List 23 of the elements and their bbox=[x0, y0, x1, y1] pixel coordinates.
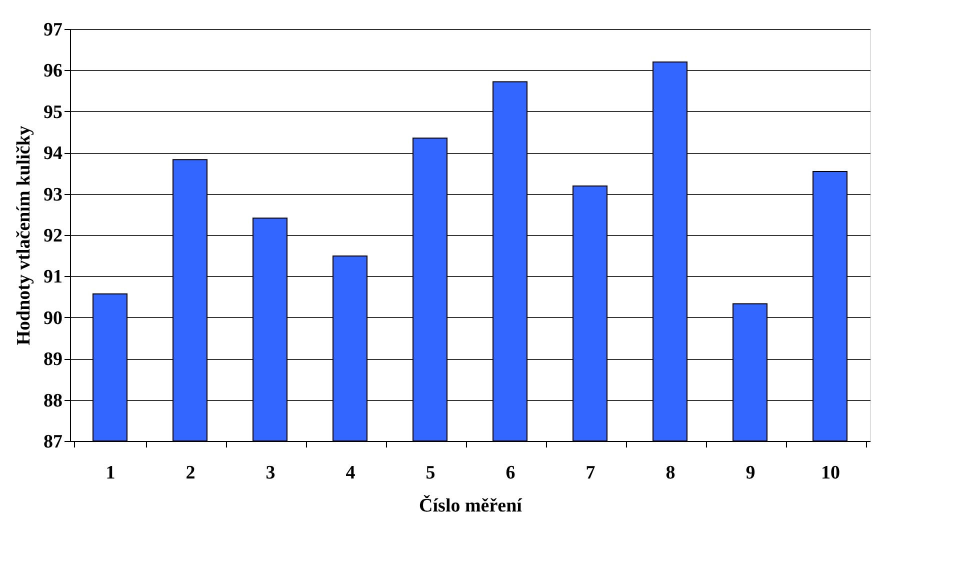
x-tick-label: 4 bbox=[346, 462, 356, 484]
x-tick-label: 8 bbox=[666, 462, 676, 484]
y-tick-label: 92 bbox=[44, 226, 62, 246]
x-axis-title: Číslo měření bbox=[419, 494, 523, 516]
x-tick-label: 9 bbox=[746, 462, 756, 484]
y-tick-label: 90 bbox=[44, 308, 62, 329]
x-tick-label: 1 bbox=[106, 462, 116, 484]
y-tick-label: 87 bbox=[44, 432, 63, 452]
y-tick-label: 95 bbox=[44, 102, 62, 123]
y-tick-label: 89 bbox=[44, 349, 62, 370]
x-tick-label: 5 bbox=[426, 462, 436, 484]
x-tick-label: 7 bbox=[586, 462, 596, 484]
x-tick-label: 3 bbox=[266, 462, 276, 484]
y-axis-title: Hodnoty vtlačením kuličky bbox=[14, 125, 34, 346]
x-tick-label: 2 bbox=[186, 462, 196, 484]
y-tick-label: 91 bbox=[44, 266, 62, 288]
y-tick-label: 88 bbox=[44, 390, 62, 412]
y-tick-label: 96 bbox=[44, 60, 62, 82]
y-tick-label: 97 bbox=[44, 20, 63, 40]
x-tick-label: 10 bbox=[821, 462, 840, 484]
y-tick-label: 93 bbox=[44, 184, 62, 206]
x-tick-label: 6 bbox=[506, 462, 516, 484]
y-tick-label: 94 bbox=[44, 143, 63, 164]
